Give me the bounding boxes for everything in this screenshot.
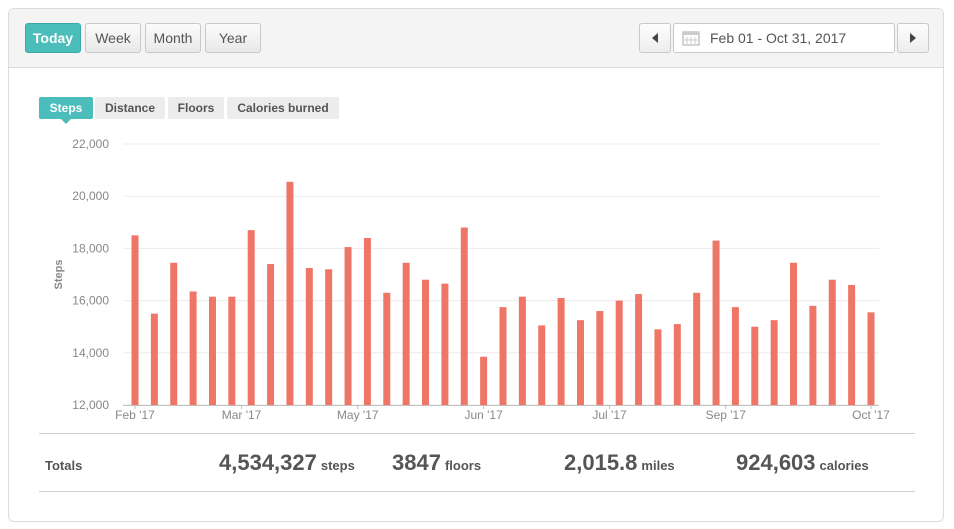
bar <box>693 292 701 405</box>
range-today-button[interactable]: Today <box>25 23 81 53</box>
bar <box>867 312 875 405</box>
total-steps-unit: steps <box>320 458 355 473</box>
bar <box>480 356 488 405</box>
bar <box>848 284 856 405</box>
totals-label: Totals <box>45 458 83 473</box>
steps-panel: Today Week Month Year Feb 01 - Oct 31, 2… <box>8 8 944 522</box>
bar <box>441 283 449 405</box>
bar <box>654 329 662 405</box>
bar <box>615 300 623 405</box>
active-tab-pointer <box>61 119 71 124</box>
bar <box>344 247 352 405</box>
x-tick-label: May '17 <box>337 408 379 422</box>
bar <box>731 307 739 405</box>
bar <box>596 311 604 405</box>
range-month-button[interactable]: Month <box>145 23 201 53</box>
tab-floors[interactable]: Floors <box>168 97 224 119</box>
totals-divider-bottom <box>39 491 915 492</box>
total-floors-value: 3847 <box>392 450 441 475</box>
prev-range-button[interactable] <box>639 23 671 53</box>
total-steps: 4,534,327 steps <box>219 450 355 476</box>
bar <box>208 296 216 405</box>
total-floors: 3847 floors <box>392 450 481 476</box>
y-tick-label: 22,000 <box>72 137 109 151</box>
range-year-button[interactable]: Year <box>205 23 261 53</box>
bar <box>790 262 798 405</box>
bar <box>247 230 255 405</box>
y-tick-label: 18,000 <box>72 241 109 255</box>
bar <box>751 326 759 405</box>
total-miles-unit: miles <box>641 458 675 473</box>
bar <box>635 294 643 405</box>
arrow-left-icon <box>652 33 658 43</box>
bar <box>150 313 158 405</box>
totals-divider-top <box>39 433 915 434</box>
bar <box>228 296 236 405</box>
tab-steps[interactable]: Steps <box>39 97 93 119</box>
y-tick-label: 14,000 <box>72 346 109 360</box>
total-calories: 924,603 calories <box>736 450 869 476</box>
total-calories-unit: calories <box>819 458 869 473</box>
toolbar: Today Week Month Year Feb 01 - Oct 31, 2… <box>9 9 943 68</box>
bar <box>809 305 817 405</box>
range-week-button[interactable]: Week <box>85 23 141 53</box>
bar <box>267 264 275 405</box>
total-floors-unit: floors <box>444 458 482 473</box>
bar <box>305 267 313 405</box>
total-miles: 2,015.8 miles <box>564 450 675 476</box>
bar <box>383 292 391 405</box>
y-tick-label: 20,000 <box>72 189 109 203</box>
bar <box>325 269 333 405</box>
bar <box>422 279 430 405</box>
bar <box>828 279 836 405</box>
arrow-right-icon <box>910 33 916 43</box>
tab-calories-burned[interactable]: Calories burned <box>227 97 339 119</box>
x-tick-label: Oct '17 <box>852 408 890 422</box>
x-tick-label: Mar '17 <box>222 408 262 422</box>
x-tick-label: Jun '17 <box>464 408 503 422</box>
bar <box>557 297 565 405</box>
bar <box>499 307 507 405</box>
tab-distance[interactable]: Distance <box>95 97 165 119</box>
bar <box>538 325 546 405</box>
calendar-icon <box>682 31 700 46</box>
bar <box>363 237 371 405</box>
bar <box>286 181 294 405</box>
steps-bar-chart: 12,000 14,000 16,000 18,000 20,000 22,000 Step… <box>53 137 890 422</box>
bar <box>673 324 681 405</box>
x-tick-label: Jul '17 <box>592 408 627 422</box>
bar <box>189 291 197 405</box>
date-range-picker[interactable]: Feb 01 - Oct 31, 2017 <box>673 23 895 53</box>
bar <box>770 320 778 405</box>
y-axis-label: Steps <box>53 260 65 290</box>
bar <box>170 262 178 405</box>
bar <box>402 262 410 405</box>
total-miles-value: 2,015.8 <box>564 450 638 475</box>
bar <box>712 240 720 405</box>
bar <box>460 227 468 405</box>
x-tick-label: Sep '17 <box>706 408 747 422</box>
total-steps-value: 4,534,327 <box>219 450 317 475</box>
bar <box>576 320 584 405</box>
next-range-button[interactable] <box>897 23 929 53</box>
y-tick-label: 16,000 <box>72 294 109 308</box>
total-calories-value: 924,603 <box>736 450 816 475</box>
bar <box>518 296 526 405</box>
bar <box>131 235 139 405</box>
date-range-text: Feb 01 - Oct 31, 2017 <box>710 30 847 46</box>
y-tick-label: 12,000 <box>72 398 109 412</box>
x-tick-label: Feb '17 <box>115 408 155 422</box>
